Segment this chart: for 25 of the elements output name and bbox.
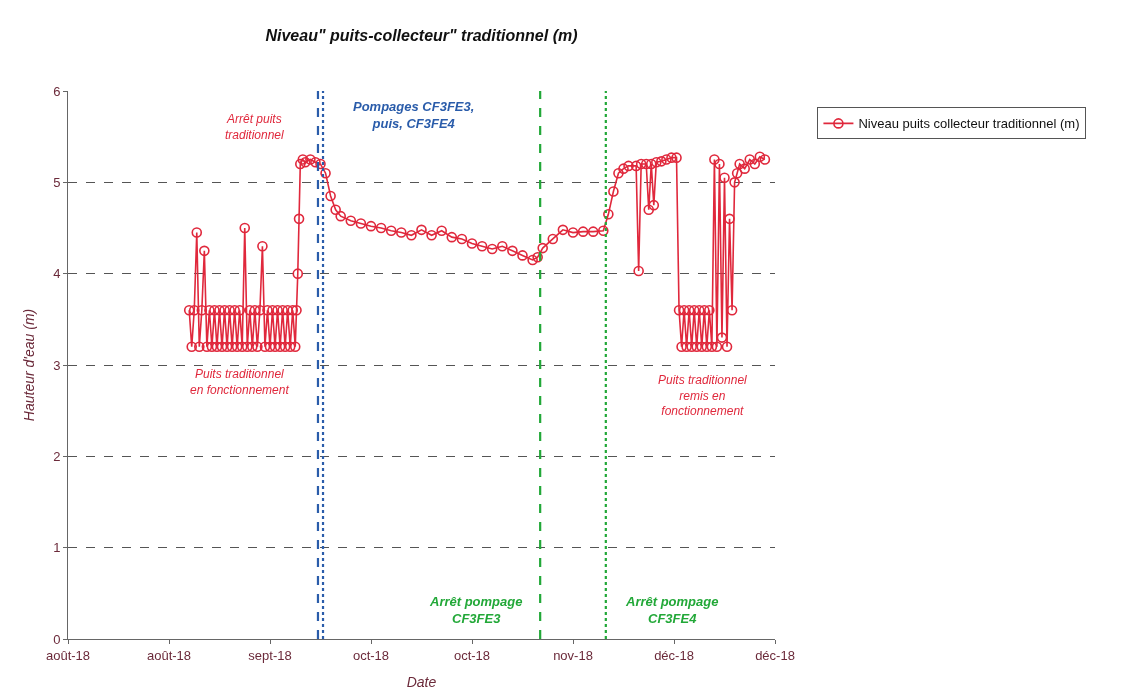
annotation: Arrêt pompage CF3FE4	[625, 594, 719, 626]
x-tick-label: oct-18	[352, 647, 390, 663]
y-tick-label: 3	[53, 357, 61, 373]
x-tick-label: déc-18	[654, 647, 694, 663]
y-tick-label: 6	[53, 83, 61, 99]
y-axis-title: Hauteur d'eau (m)	[20, 308, 37, 422]
annotation: Puits traditionnel en fonctionnement	[190, 367, 290, 397]
y-tick-label: 0	[53, 631, 61, 647]
x-axis-title: Date	[406, 673, 437, 690]
annotation: Arrêt pompage CF3FE3	[429, 594, 523, 626]
annotation: Puits traditionnel remis en fonctionnement	[658, 373, 748, 419]
legend-label: Niveau puits collecteur traditionnel (m)	[858, 116, 1080, 132]
y-tick-label: 2	[53, 448, 61, 464]
annotation: Pompages CF3FE3, puis, CF3FE4	[353, 99, 475, 131]
x-tick-label: août-18	[45, 647, 91, 663]
y-tick-label: 4	[53, 266, 61, 282]
x-tick-label: déc-18	[755, 647, 795, 663]
x-tick-label: sept-18	[248, 647, 292, 663]
x-tick-label: août-18	[146, 647, 192, 663]
chart-title: Niveau" puits-collecteur" traditionnel (m)	[265, 26, 578, 44]
x-tick-label: nov-18	[553, 647, 593, 663]
x-tick-label: oct-18	[453, 647, 491, 663]
y-tick-label: 1	[53, 540, 61, 556]
y-tick-label: 5	[53, 174, 61, 190]
annotation: Arrêt puits traditionnel	[225, 112, 285, 142]
